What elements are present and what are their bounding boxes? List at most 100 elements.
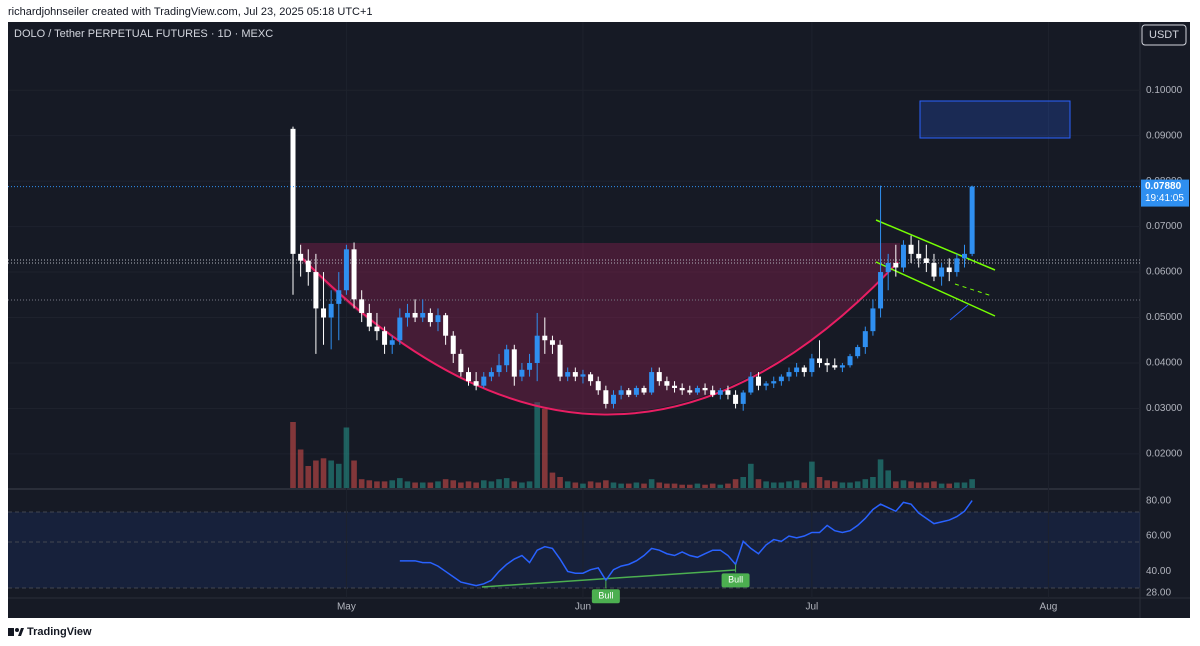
candle-body [466,372,472,382]
y-tick-label: 0.02000 [1146,449,1183,460]
volume-bar [397,478,403,488]
candle-body [969,186,975,254]
candle-body [870,308,876,332]
candle-body [542,335,548,341]
volume-bar [831,481,838,488]
candle-body [908,244,914,254]
volume-bar [320,458,327,488]
volume-bar [770,482,777,488]
candle-body [641,387,647,393]
candle-body [710,390,716,395]
target-box [919,100,1071,139]
currency-label[interactable]: USDT [1149,29,1179,41]
candle-body [923,258,929,263]
candle-body [481,376,487,386]
volume-bar [610,482,617,488]
candle-body [618,390,624,395]
volume-bar [351,460,357,488]
candle-body [534,335,540,363]
volume-bar [954,482,960,488]
volume-bar [526,481,533,488]
volume-bar [519,482,525,488]
chart-title: DOLO / Tether PERPETUAL FUTURES · 1D · M… [14,28,273,40]
candle-body [832,365,838,368]
candle-body [931,262,937,277]
candle-body [511,349,517,377]
candle-body [679,387,685,391]
volume-bar [534,402,540,488]
candle-body [626,390,632,395]
volume-bar [877,459,884,488]
volume-bar [763,481,769,488]
volume-bar [786,481,792,488]
volume-bar [633,482,640,488]
volume-bar [709,483,716,488]
volume-bar [358,479,365,488]
candle-body [862,331,868,348]
volume-bar [328,460,334,488]
candle-body [458,353,464,373]
volume-layer [290,402,975,488]
candle-body [397,317,403,341]
volume-bar [702,484,708,488]
last-price-badge [1141,179,1189,207]
candle-body [748,376,754,393]
volume-bar [625,483,632,488]
volume-bar [793,480,800,488]
volume-bar [854,481,861,488]
candle-body [351,249,357,300]
candle-body [687,390,693,393]
candle-body [794,367,800,373]
candle-body [702,387,708,391]
volume-bar [931,481,937,488]
candle-body [328,303,334,318]
candle-body [855,347,861,357]
volume-bar [725,483,731,488]
candle-body [305,260,311,273]
divergence-line [481,569,736,588]
rsi-band [8,512,1140,588]
volume-bar [694,483,701,488]
volume-bar [656,482,663,488]
volume-bar [862,479,869,488]
volume-bar [473,482,479,488]
candle-body [557,344,563,377]
volume-bar [488,481,495,488]
candle-body [824,362,830,366]
volume-bar [809,461,815,488]
volume-bar [961,482,968,488]
candle-body [656,372,662,382]
candle-body [488,372,494,377]
candle-body [549,340,555,345]
volume-bar [969,479,975,488]
candle-body [778,376,784,382]
rsi-tick-label: 28.00 [1146,587,1171,598]
volume-bar [748,463,754,488]
currency-button[interactable] [1141,24,1187,46]
volume-bar [442,479,449,488]
chart-bg [8,22,1190,618]
volume-bar [908,481,914,488]
volume-bar [458,482,464,488]
volume-bar [313,460,319,488]
candle-body [374,326,380,332]
logo-mark [15,628,19,632]
volume-bar [496,479,502,488]
candle-body [610,394,616,404]
candle-body [603,390,609,404]
volume-bar [732,479,739,488]
volume-bar [938,483,945,488]
cup-arc [299,255,899,416]
candle-body [946,267,952,273]
bull-label: Bull [728,575,743,585]
volume-bar [503,478,510,488]
volume-bar [564,481,571,488]
volume-bar [366,480,373,488]
candle-body [694,387,700,393]
volume-bar [603,480,609,488]
volume-bar [893,481,899,488]
rsi-tick-label: 80.00 [1146,495,1171,506]
candle-body [389,340,395,345]
candle-body [496,365,502,373]
